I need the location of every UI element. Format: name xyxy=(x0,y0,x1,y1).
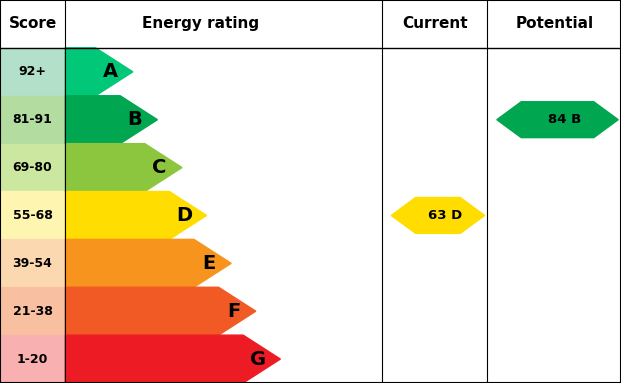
Bar xyxy=(0,287,65,335)
Polygon shape xyxy=(497,102,619,137)
Text: 63 D: 63 D xyxy=(428,209,463,222)
Text: 55-68: 55-68 xyxy=(12,209,53,222)
Bar xyxy=(0,0,621,48)
Text: 21-38: 21-38 xyxy=(12,305,53,318)
Polygon shape xyxy=(65,144,182,192)
Text: F: F xyxy=(227,302,240,321)
Bar xyxy=(0,335,65,383)
Text: 92+: 92+ xyxy=(19,65,47,78)
Polygon shape xyxy=(65,239,231,287)
Text: E: E xyxy=(202,254,215,273)
Text: 81-91: 81-91 xyxy=(12,113,53,126)
Bar xyxy=(0,239,65,287)
Bar xyxy=(0,144,65,192)
Text: Potential: Potential xyxy=(515,16,593,31)
Polygon shape xyxy=(391,198,484,233)
Text: G: G xyxy=(250,350,266,368)
Text: 1-20: 1-20 xyxy=(17,353,48,365)
Polygon shape xyxy=(65,96,158,144)
Bar xyxy=(0,48,65,96)
Text: A: A xyxy=(103,62,118,81)
Text: C: C xyxy=(153,158,167,177)
Polygon shape xyxy=(65,192,207,239)
Text: Current: Current xyxy=(402,16,468,31)
Polygon shape xyxy=(65,48,133,96)
Text: Score: Score xyxy=(9,16,57,31)
Text: 39-54: 39-54 xyxy=(12,257,53,270)
Polygon shape xyxy=(65,287,256,335)
Bar xyxy=(0,96,65,144)
Text: B: B xyxy=(128,110,142,129)
Bar xyxy=(0,192,65,239)
Text: 69-80: 69-80 xyxy=(12,161,53,174)
Text: Energy rating: Energy rating xyxy=(142,16,259,31)
Text: 84 B: 84 B xyxy=(548,113,581,126)
Polygon shape xyxy=(65,335,280,383)
Text: D: D xyxy=(176,206,193,225)
